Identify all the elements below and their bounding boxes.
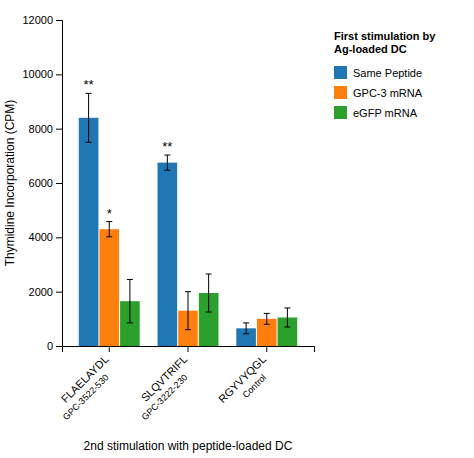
error-cap — [127, 322, 133, 323]
y-axis: 0 2000 4000 6000 8000 10000 12000 — [22, 14, 62, 352]
y-tick-label: 2000 — [29, 286, 53, 298]
x-tick-mark — [266, 346, 267, 352]
error-bar — [266, 313, 267, 324]
legend-label: GPC-3 mRNA — [353, 87, 423, 99]
legend-swatch — [334, 86, 347, 99]
error-bar — [109, 222, 110, 237]
error-cap — [243, 322, 249, 323]
error-cap — [127, 279, 133, 280]
series-2 — [120, 274, 297, 346]
x-tick-sublabel: Control — [241, 372, 269, 400]
error-cap — [264, 313, 270, 314]
error-cap — [106, 236, 112, 237]
error-bar — [129, 279, 130, 322]
marks — [79, 93, 297, 346]
error-bar — [188, 292, 189, 330]
x-tick — [266, 346, 267, 352]
x-labels: FLAELAYDLGPC-3522-530SLQVTRIFLGPC-3222-2… — [59, 353, 269, 422]
error-cap — [206, 274, 212, 275]
y-tick-mark — [56, 346, 62, 347]
legend-item: eGFP mRNA — [334, 106, 418, 119]
x-tick — [109, 346, 110, 352]
x-axis — [63, 346, 315, 352]
y-tick: 12000 — [22, 14, 62, 26]
error-cap — [164, 170, 170, 171]
y-axis-line — [56, 21, 63, 347]
error-cap — [86, 93, 92, 94]
x-tick-mark — [188, 346, 189, 352]
error-bar — [246, 323, 247, 334]
annotation: * — [107, 206, 112, 221]
error-cap — [243, 333, 249, 334]
y-tick-label: 4000 — [29, 231, 53, 243]
y-tick-mark — [56, 292, 62, 293]
error-cap — [106, 221, 112, 222]
y-tick-mark — [56, 237, 62, 238]
bar — [99, 229, 119, 346]
error-cap — [185, 291, 191, 292]
x-tick-sublabel: GPC-3222-230 — [140, 372, 190, 422]
y-tick: 0 — [47, 340, 62, 352]
x-axis-title: 2nd stimulation with peptide-loaded DC — [84, 439, 293, 453]
series-0 — [79, 93, 256, 346]
legend-label: Same Peptide — [353, 67, 422, 79]
bar — [79, 118, 99, 346]
y-tick-label: 8000 — [29, 123, 53, 135]
annotation: ** — [162, 139, 172, 154]
y-tick: 8000 — [29, 123, 62, 135]
bar — [158, 163, 178, 346]
legend-swatch — [334, 106, 347, 119]
x-tick-sublabel: GPC-3522-530 — [61, 372, 111, 422]
y-axis-title: Thymidine Incorporation (CPM) — [3, 100, 17, 267]
y-tick: 2000 — [29, 286, 62, 298]
error-bar — [167, 155, 168, 170]
legend-swatch — [334, 66, 347, 79]
error-cap — [264, 324, 270, 325]
legend-label: eGFP mRNA — [353, 107, 418, 119]
y-tick-label: 0 — [47, 340, 53, 352]
chart-svg: 020004000600080001000012000*****FLAELAYD… — [0, 0, 474, 458]
x-tick-label: RGYVYQGL — [216, 353, 268, 405]
legend-item: GPC-3 mRNA — [334, 86, 423, 99]
y-tick-mark — [56, 129, 62, 130]
annotations: ***** — [84, 77, 173, 220]
y-tick-label: 12000 — [22, 14, 53, 26]
error-cap — [284, 326, 290, 327]
legend-title-line: Ag-loaded DC — [334, 43, 407, 55]
legend-item: Same Peptide — [334, 66, 422, 79]
error-cap — [185, 329, 191, 330]
error-bar — [287, 308, 288, 327]
y-tick-mark — [56, 74, 62, 75]
series-1 — [99, 222, 276, 346]
x-tick-mark — [109, 346, 110, 352]
annotation: ** — [84, 77, 94, 92]
y-tick: 6000 — [29, 177, 62, 189]
y-tick-mark — [56, 20, 62, 21]
error-cap — [164, 155, 170, 156]
error-bar — [88, 93, 89, 142]
legend-title: First stimulation byAg-loaded DC — [334, 30, 436, 55]
error-cap — [86, 142, 92, 143]
plot-area: 020004000600080001000012000*****FLAELAYD… — [3, 14, 315, 422]
y-tick: 4000 — [29, 231, 62, 243]
y-tick-label: 6000 — [29, 177, 53, 189]
y-tick-label: 10000 — [22, 68, 53, 80]
x-axis-line — [63, 347, 315, 353]
y-tick-mark — [56, 183, 62, 184]
y-tick: 10000 — [22, 68, 62, 80]
error-bar — [208, 274, 209, 312]
legend: First stimulation byAg-loaded DC Same Pep… — [334, 30, 436, 119]
x-tick — [188, 346, 189, 352]
legend-title-line: First stimulation by — [334, 30, 436, 42]
error-cap — [284, 307, 290, 308]
error-cap — [206, 312, 212, 313]
